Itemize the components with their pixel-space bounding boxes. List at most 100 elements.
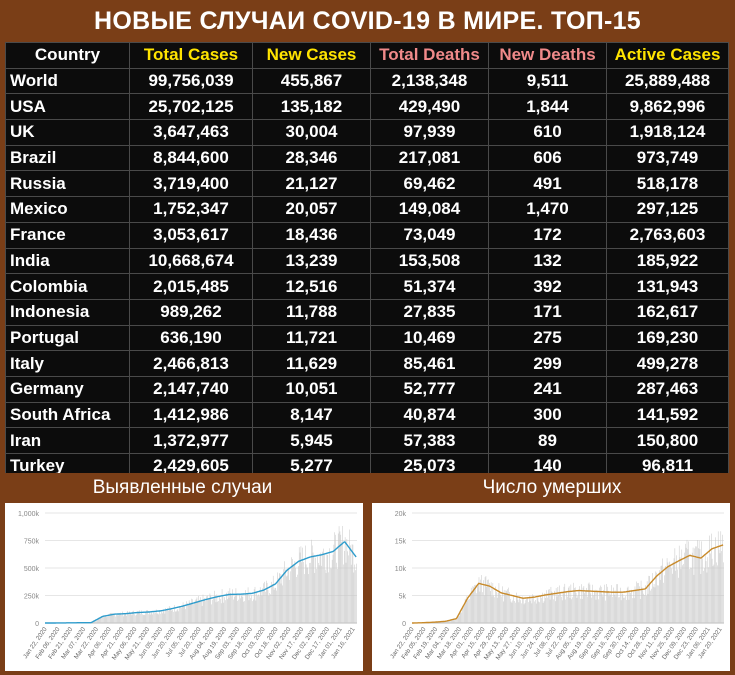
daily-bar <box>645 585 646 623</box>
daily-bar <box>474 584 475 623</box>
daily-bar <box>628 599 630 623</box>
daily-bar <box>321 565 322 623</box>
daily-bar <box>347 551 348 623</box>
daily-bar <box>482 592 483 623</box>
daily-bar <box>97 618 98 623</box>
daily-bar <box>246 593 248 623</box>
daily-bar <box>214 590 215 623</box>
daily-bar <box>464 598 466 623</box>
daily-bar <box>188 604 189 623</box>
daily-bar <box>469 599 470 623</box>
daily-bar <box>330 568 331 623</box>
daily-bar <box>241 594 243 623</box>
daily-bar <box>109 613 110 623</box>
daily-bar <box>489 583 490 623</box>
country-cell: World <box>5 67 130 95</box>
daily-bar <box>446 620 448 623</box>
value-cell: 11,788 <box>252 298 371 326</box>
value-cell: 162,617 <box>606 298 729 326</box>
daily-bar <box>722 534 723 623</box>
daily-bar <box>528 602 529 623</box>
daily-bar <box>103 617 105 623</box>
value-cell: 52,777 <box>370 375 489 403</box>
daily-bar <box>312 552 314 623</box>
value-cell: 131,943 <box>606 273 729 300</box>
daily-bar <box>685 547 687 623</box>
table-row: Indonesia 989,262 11,788 27,835 171 162,617 <box>5 298 729 326</box>
daily-bar <box>284 561 285 623</box>
daily-bar <box>293 564 295 623</box>
daily-bar <box>129 611 130 623</box>
daily-bar <box>206 596 207 623</box>
daily-bar <box>311 539 312 623</box>
daily-bar <box>717 565 718 623</box>
daily-bar <box>484 577 486 623</box>
value-cell: 287,463 <box>606 375 729 403</box>
daily-bar <box>665 565 666 623</box>
covid-table: Country Total Cases New Cases Total Deaths N… <box>5 42 729 480</box>
daily-bar <box>451 619 453 623</box>
daily-bar <box>344 537 346 623</box>
daily-bar <box>120 612 121 623</box>
daily-bar <box>228 597 230 623</box>
value-cell: 392 <box>488 273 607 300</box>
daily-bar <box>160 613 161 623</box>
daily-bar <box>584 593 585 623</box>
daily-bar <box>146 610 147 623</box>
daily-bar <box>460 612 462 623</box>
daily-bar <box>265 591 266 623</box>
daily-bar <box>275 587 277 623</box>
value-cell: 69,462 <box>370 170 489 198</box>
daily-bar <box>215 602 217 623</box>
daily-bar <box>693 574 695 623</box>
value-cell: 13,239 <box>252 247 371 275</box>
daily-bar <box>157 613 159 623</box>
daily-bar <box>231 596 232 623</box>
daily-bar <box>333 544 335 623</box>
daily-bar <box>444 621 446 623</box>
daily-bar <box>162 610 164 623</box>
daily-bar <box>154 613 155 623</box>
daily-bar <box>682 565 683 623</box>
daily-bar <box>559 585 560 623</box>
moving-average-line <box>412 544 724 624</box>
daily-bar <box>480 579 481 623</box>
daily-bar <box>218 601 219 623</box>
daily-bar <box>543 601 545 623</box>
daily-bar <box>281 574 283 623</box>
table-row: Mexico 1,752,347 20,057 149,084 1,470 297,125 <box>5 196 729 223</box>
daily-bar <box>539 602 540 623</box>
daily-bar <box>517 599 519 623</box>
daily-bar <box>583 586 585 623</box>
daily-bar <box>570 584 572 623</box>
daily-bar <box>451 620 452 623</box>
daily-bar <box>652 586 654 623</box>
daily-bar <box>669 561 670 623</box>
daily-bar <box>533 595 534 623</box>
value-cell: 27,835 <box>370 298 489 326</box>
daily-bar <box>113 613 114 623</box>
value-cell: 18,436 <box>252 221 371 249</box>
daily-bar <box>568 587 569 623</box>
daily-bar <box>716 562 717 623</box>
value-cell: 21,127 <box>252 170 371 198</box>
daily-bar <box>169 607 171 623</box>
daily-bar <box>626 599 627 623</box>
value-cell: 518,178 <box>606 170 729 198</box>
value-cell: 3,719,400 <box>129 170 253 198</box>
daily-bar <box>355 570 356 623</box>
daily-bar <box>143 614 145 623</box>
daily-bar <box>635 589 637 623</box>
daily-bar <box>100 617 101 623</box>
daily-bar <box>600 585 601 623</box>
daily-bar <box>249 595 251 623</box>
daily-bar <box>646 581 648 623</box>
cases-chart-title: Выявленные случаи <box>0 473 365 503</box>
daily-bar <box>156 613 158 623</box>
y-tick-label: 750k <box>24 539 40 546</box>
y-tick-label: 15k <box>395 539 407 546</box>
value-cell: 297,125 <box>606 196 729 223</box>
value-cell: 153,508 <box>370 247 489 275</box>
